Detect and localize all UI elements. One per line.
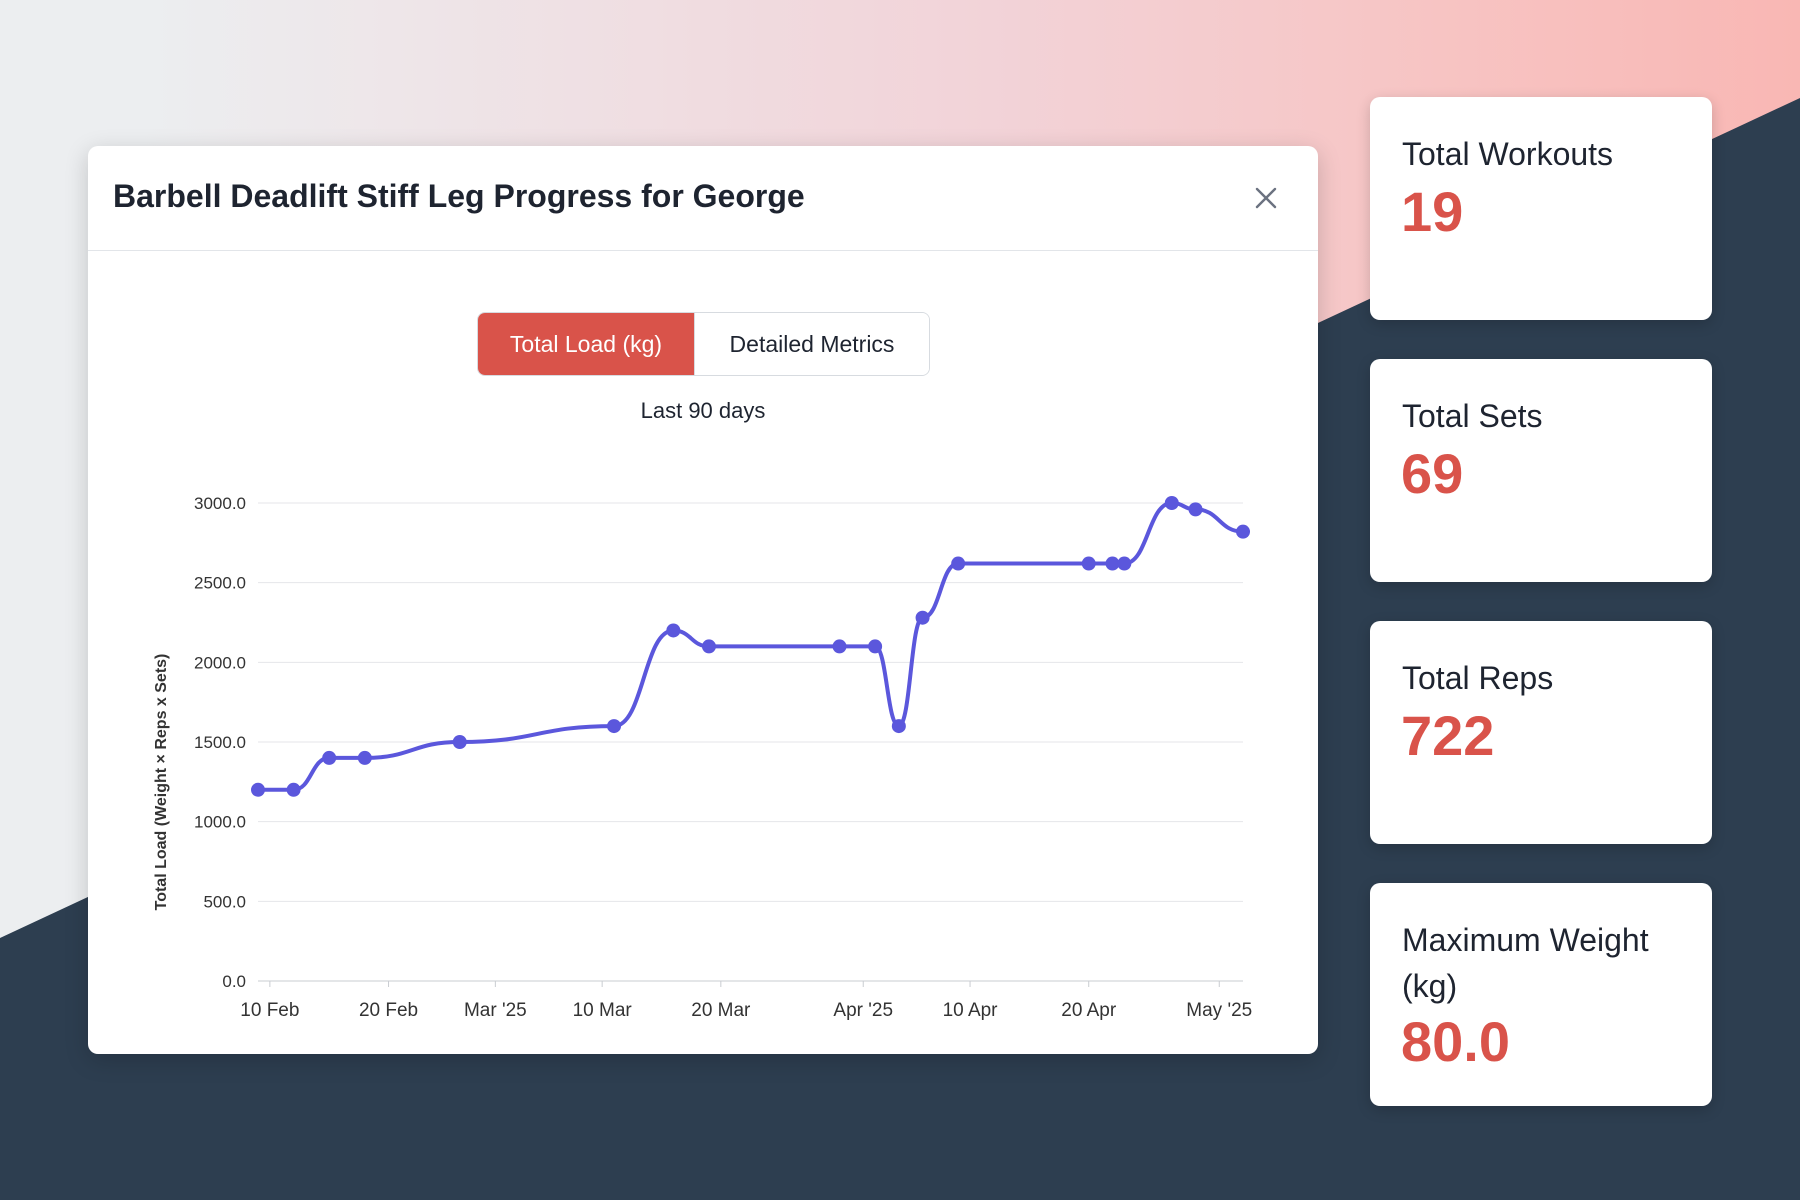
y-tick-label: 0.0: [222, 972, 246, 991]
y-tick-label: 3000.0: [194, 494, 246, 513]
data-point: [1164, 496, 1179, 510]
data-point: [701, 639, 716, 654]
y-tick-label: 1500.0: [194, 733, 246, 752]
data-point: [832, 639, 847, 654]
y-tick-label: 500.0: [203, 892, 246, 911]
x-tick-label: Apr '25: [833, 1000, 893, 1021]
x-tick-label: 20 Mar: [691, 1000, 751, 1021]
x-tick-label: Mar '25: [464, 1000, 527, 1021]
data-point: [951, 556, 966, 571]
data-point: [868, 639, 883, 654]
y-tick-label: 2500.0: [194, 574, 246, 593]
tab-detailed-metrics[interactable]: Detailed Metrics: [694, 313, 929, 375]
stat-label: Total Workouts: [1402, 136, 1614, 172]
data-point: [915, 610, 930, 625]
x-tick-label: 10 Feb: [240, 1000, 299, 1021]
x-tick-label: 10 Apr: [943, 1000, 999, 1021]
metric-toggle: Total Load (kg) Detailed Metrics: [477, 312, 930, 376]
load-line-chart: 0.0 500.0 1000.0 1500.0 2000.0 2500.0 3000.0 10…: [153, 494, 1252, 1021]
data-point: [1081, 556, 1096, 571]
stat-value: 19: [1401, 180, 1464, 243]
modal-header: Barbell Deadlift Stiff Leg Progress for …: [88, 146, 1318, 251]
stat-label: Total Sets: [1402, 398, 1543, 434]
close-icon: [1255, 187, 1277, 209]
x-tick-label: 10 Mar: [573, 1000, 633, 1021]
data-point: [1236, 524, 1250, 539]
stat-value: 722: [1401, 704, 1495, 767]
range-label: Last 90 days: [640, 398, 766, 423]
data-point: [1105, 556, 1120, 571]
close-button[interactable]: [1252, 184, 1280, 212]
x-tick-label: May '25: [1186, 1000, 1252, 1021]
y-tick-label: 1000.0: [194, 813, 246, 832]
stat-card-total-workouts: Total Workouts 19: [1370, 97, 1712, 320]
data-point: [1188, 502, 1203, 517]
data-point: [452, 735, 467, 749]
stat-card-total-reps: Total Reps 722: [1370, 621, 1712, 844]
modal-title: Barbell Deadlift Stiff Leg Progress for …: [113, 178, 805, 214]
data-point: [286, 782, 301, 797]
data-point: [607, 719, 622, 734]
tab-total-load[interactable]: Total Load (kg): [478, 313, 694, 375]
progress-modal: Barbell Deadlift Stiff Leg Progress for …: [88, 146, 1318, 1054]
y-tick-label: 2000.0: [194, 653, 246, 672]
x-tick-label: 20 Feb: [359, 1000, 418, 1021]
data-point: [322, 750, 337, 765]
y-axis-label: Total Load (Weight × Reps x Sets): [153, 654, 170, 911]
series-line: [258, 501, 1244, 792]
stat-value: 80.0: [1401, 1010, 1510, 1073]
stat-card-total-sets: Total Sets 69: [1370, 359, 1712, 582]
data-point: [891, 719, 906, 734]
data-point: [357, 750, 372, 765]
data-point: [1117, 556, 1132, 571]
x-tick-label: 20 Apr: [1061, 1000, 1117, 1021]
stat-label: Maximum Weight (kg): [1402, 922, 1649, 1004]
stat-card-maximum-weight: Maximum Weight (kg) 80.0: [1370, 883, 1712, 1106]
data-point: [251, 782, 265, 797]
stat-value: 69: [1401, 442, 1464, 505]
stat-label: Total Reps: [1402, 660, 1554, 696]
data-point: [666, 623, 681, 638]
